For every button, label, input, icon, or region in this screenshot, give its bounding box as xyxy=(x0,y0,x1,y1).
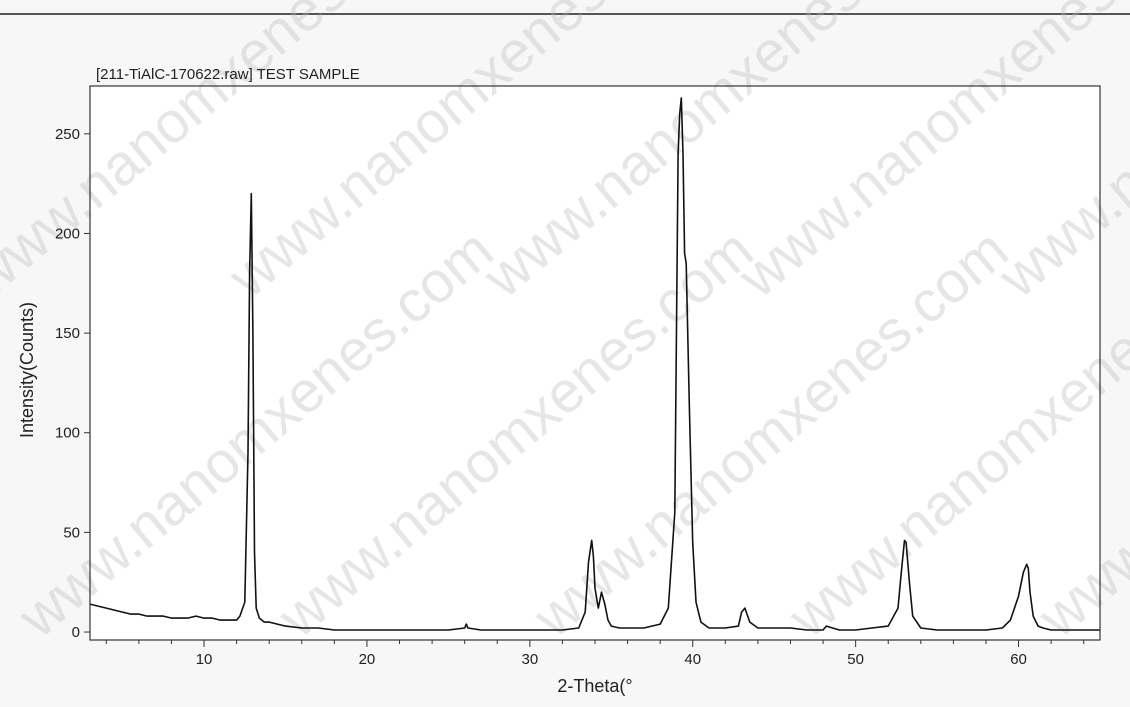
data-series-line xyxy=(89,97,1100,631)
y-tick-label: 0 xyxy=(72,624,80,641)
chart-title: [211-TiAlC-170622.raw] TEST SAMPLE xyxy=(96,66,360,83)
y-axis-label: Intensity(Counts) xyxy=(17,302,37,438)
x-tick-label: 60 xyxy=(1010,651,1027,668)
y-axis: 0 50 100 150 200 250 xyxy=(55,126,90,641)
x-tick-label: 10 xyxy=(196,651,213,668)
x-axis-label: 2-Theta(° xyxy=(557,676,632,696)
y-tick-label: 250 xyxy=(55,126,80,143)
y-tick-label: 50 xyxy=(63,524,80,541)
y-tick-label: 100 xyxy=(55,425,80,442)
y-tick-label: 200 xyxy=(55,225,80,242)
plot-area xyxy=(90,86,1100,640)
x-tick-label: 20 xyxy=(359,651,376,668)
x-axis: 10 20 30 40 50 60 xyxy=(105,640,1085,668)
x-tick-label: 30 xyxy=(521,651,538,668)
plot-inner xyxy=(89,97,1100,631)
x-tick-label: 50 xyxy=(847,651,864,668)
y-tick-label: 150 xyxy=(55,325,80,342)
x-tick-label: 40 xyxy=(684,651,701,668)
